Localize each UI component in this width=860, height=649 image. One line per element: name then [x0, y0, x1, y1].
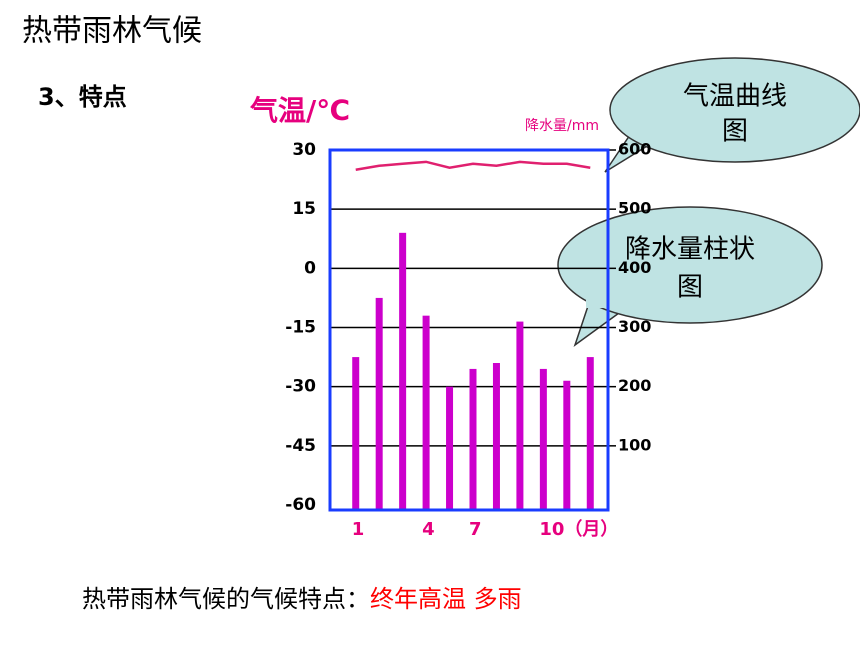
- callout-text: 气温曲线: [683, 82, 787, 112]
- y2-tick-label: 600: [618, 140, 651, 159]
- slide-title: 热带雨林气候: [22, 14, 202, 49]
- y2-tick-label: 400: [618, 258, 651, 277]
- y-tick-label: 30: [292, 140, 316, 160]
- bar: [469, 368, 477, 510]
- chart: 30 15 0 -15 -30 -45 -60 600 500 400 300 200 100 1 4 7 10…: [285, 140, 651, 541]
- bar: [422, 315, 430, 510]
- conclusion-label: 热带雨林气候的气候特点：: [82, 585, 370, 613]
- conclusion: 热带雨林气候的气候特点：终年高温 多雨: [82, 585, 522, 613]
- bar: [399, 232, 407, 511]
- callout: 降水量柱状 图: [557, 206, 823, 347]
- conclusion-highlight: 终年高温 多雨: [370, 585, 522, 613]
- y2-axis-label: 降水量/mm: [525, 118, 599, 134]
- callout-text: 降水量柱状: [625, 235, 755, 265]
- bar: [586, 357, 594, 510]
- slide-subtitle: 3、特点: [38, 83, 127, 111]
- bar: [492, 363, 500, 510]
- y2-tick-label: 300: [618, 317, 651, 336]
- x-tick-label: 1: [352, 519, 365, 540]
- plot-frame: [328, 148, 610, 512]
- callout-join: [636, 125, 666, 141]
- y-tick-label: -15: [285, 318, 316, 338]
- bar: [516, 321, 524, 510]
- y-tick-label: -30: [285, 377, 316, 397]
- bar: [375, 297, 383, 510]
- bar: [563, 380, 571, 510]
- line: [355, 160, 591, 171]
- y-tick-label: 0: [304, 258, 316, 278]
- callout: 气温曲线 图: [604, 57, 860, 173]
- y2-tick-label: 500: [618, 199, 651, 218]
- x-tick-label: 10（月）: [539, 519, 618, 540]
- y2-tick-label: 200: [618, 376, 651, 395]
- callout-bubble: [609, 57, 860, 163]
- callout-text: 图: [677, 273, 703, 303]
- y-tick-label: -45: [285, 436, 316, 456]
- callout-text: 图: [722, 117, 748, 147]
- y-tick-label: -60: [285, 495, 316, 515]
- x-tick-label: 7: [469, 519, 482, 540]
- y-axis-label: 气温/℃: [249, 94, 350, 127]
- bar: [352, 357, 360, 510]
- y2-tick-label: 100: [618, 435, 651, 454]
- y-tick-label: 15: [292, 199, 316, 219]
- bar: [446, 386, 454, 510]
- x-tick-label: 4: [422, 519, 435, 540]
- bar: [539, 368, 547, 510]
